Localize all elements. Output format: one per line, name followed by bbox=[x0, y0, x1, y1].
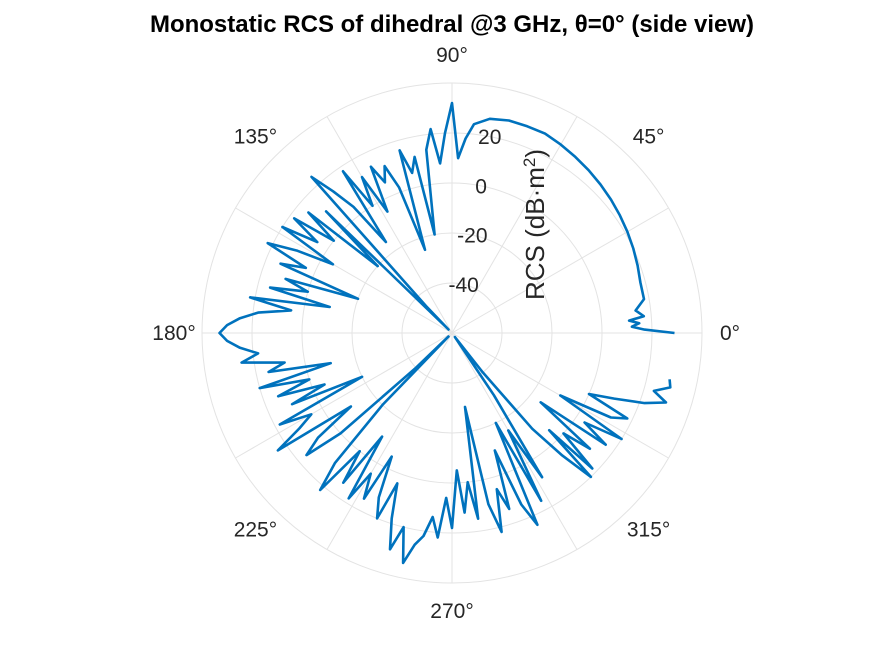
theta-tick-label: 180° bbox=[152, 322, 195, 345]
theta-tick-label: 315° bbox=[627, 519, 670, 542]
r-axis-title-close: ) bbox=[520, 149, 550, 158]
r-tick-label: 0 bbox=[475, 175, 487, 198]
grid-spoke bbox=[235, 207, 453, 334]
theta-tick-label: 135° bbox=[234, 125, 277, 148]
grid-spoke bbox=[326, 116, 453, 334]
grid-spoke bbox=[451, 116, 578, 334]
r-axis-title: RCS (dB·m2) bbox=[520, 149, 550, 300]
r-tick-label: -40 bbox=[449, 274, 479, 297]
r-tick-labels: -40 -20 0 20 bbox=[449, 126, 502, 297]
theta-tick-labels: 0° 45° 90° 135° 180° 225° 270° 315° bbox=[152, 44, 740, 623]
rcs-series-line bbox=[218, 101, 675, 565]
theta-tick-label: 90° bbox=[436, 44, 468, 67]
theta-tick-label: 45° bbox=[633, 125, 665, 148]
grid-spoke bbox=[235, 332, 453, 459]
theta-tick-label: 225° bbox=[234, 519, 277, 542]
theta-tick-label: 270° bbox=[430, 600, 473, 623]
r-axis-title-main: RCS (dB·m bbox=[520, 167, 550, 300]
polar-grid bbox=[201, 82, 703, 584]
data-series bbox=[218, 101, 675, 565]
r-tick-label: 20 bbox=[478, 126, 501, 149]
theta-tick-label: 0° bbox=[720, 322, 740, 345]
r-axis-title-superscript: 2 bbox=[520, 158, 539, 167]
grid-spoke bbox=[451, 207, 669, 334]
chart-title: Monostatic RCS of dihedral @3 GHz, θ=0° … bbox=[150, 11, 754, 38]
r-tick-label: -20 bbox=[457, 225, 487, 248]
grid-spoke bbox=[326, 332, 453, 550]
